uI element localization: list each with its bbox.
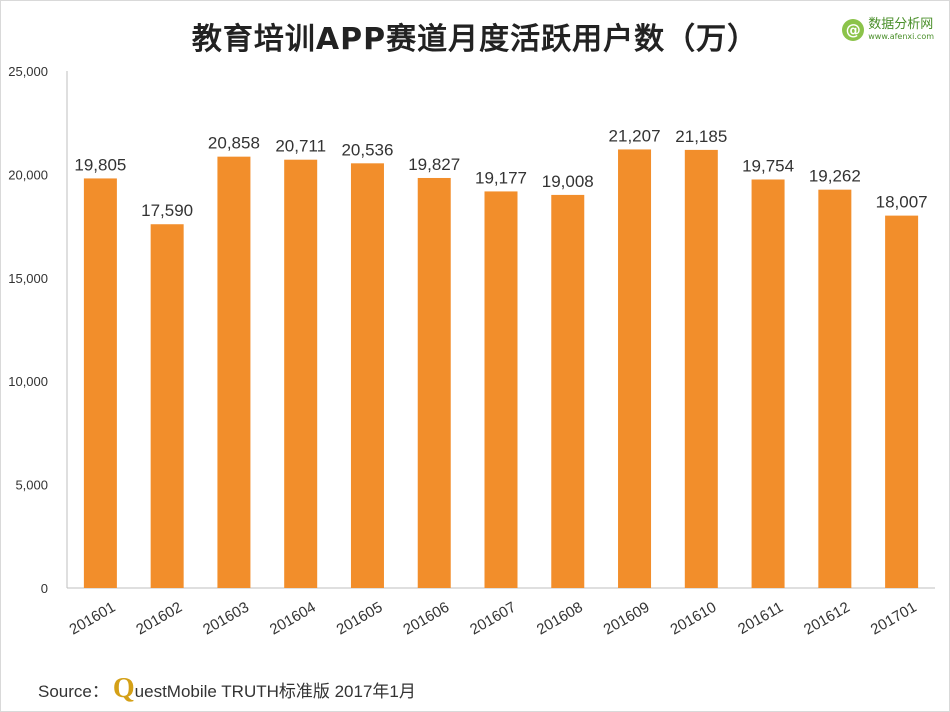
x-tick-label: 201610: [667, 599, 719, 639]
y-tick-label: 0: [41, 581, 48, 596]
x-tick-label: 201701: [868, 599, 920, 639]
bar: [150, 224, 184, 588]
bar: [684, 149, 718, 588]
x-tick-label: 201607: [467, 599, 519, 639]
bar-value-label: 19,177: [475, 168, 527, 187]
y-tick-label: 10,000: [8, 374, 48, 389]
bar: [417, 177, 451, 588]
x-tick-label: 201612: [801, 599, 853, 639]
x-tick-label: 201602: [133, 599, 185, 639]
x-tick-label: 201606: [400, 599, 452, 639]
afenxi-logo: @ 数据分析网 www.afenxi.com: [842, 18, 934, 41]
bar: [217, 156, 251, 588]
bar-value-label: 19,262: [809, 167, 861, 186]
source-text: uestMobile TRUTH标准版 2017年1月: [134, 682, 416, 701]
x-tick-label: 201611: [735, 599, 786, 638]
bar-value-label: 21,185: [675, 127, 727, 146]
logo-text: 数据分析网 www.afenxi.com: [868, 18, 934, 41]
y-tick-label: 5,000: [15, 478, 48, 493]
bar: [83, 178, 117, 588]
chart-title: 教育培训APP赛道月度活跃用户数（万）: [191, 22, 759, 57]
bar: [284, 159, 318, 588]
source-label: Source：: [38, 682, 109, 701]
bar: [885, 215, 919, 588]
x-tick-label: 201608: [534, 599, 586, 639]
bar: [484, 191, 518, 588]
x-tick-label: 201601: [67, 599, 119, 639]
bar-value-label: 20,536: [341, 140, 393, 159]
logo-cn-text: 数据分析网: [868, 17, 934, 32]
source-note: Source： Q uestMobile TRUTH标准版 2017年1月: [38, 673, 416, 705]
bar: [618, 149, 652, 588]
bar-value-label: 20,711: [275, 137, 326, 156]
bar-value-label: 21,207: [609, 126, 661, 145]
logo-en-text: www.afenxi.com: [868, 32, 934, 41]
bar-value-label: 19,805: [74, 155, 126, 174]
x-tick-label: 201603: [200, 599, 252, 639]
afenxi-logo-icon: @: [842, 18, 865, 41]
bar-value-label: 19,827: [408, 155, 460, 174]
bar-value-label: 19,754: [742, 156, 794, 175]
bar-value-label: 20,858: [208, 134, 260, 153]
bar: [818, 189, 852, 588]
bar: [551, 194, 585, 589]
bar: [350, 163, 384, 588]
y-tick-label: 15,000: [8, 271, 48, 286]
bar: [751, 179, 785, 588]
bar-value-label: 19,008: [542, 172, 594, 191]
x-tick-label: 201604: [267, 599, 319, 639]
x-tick-label: 201605: [334, 599, 386, 639]
bar-value-label: 17,590: [141, 201, 193, 220]
questmobile-q-logo: Q: [112, 673, 135, 704]
x-tick-label: 201609: [601, 599, 653, 639]
y-tick-label: 25,000: [8, 64, 48, 79]
bar-value-label: 18,007: [876, 193, 928, 212]
y-tick-label: 20,000: [8, 167, 48, 182]
